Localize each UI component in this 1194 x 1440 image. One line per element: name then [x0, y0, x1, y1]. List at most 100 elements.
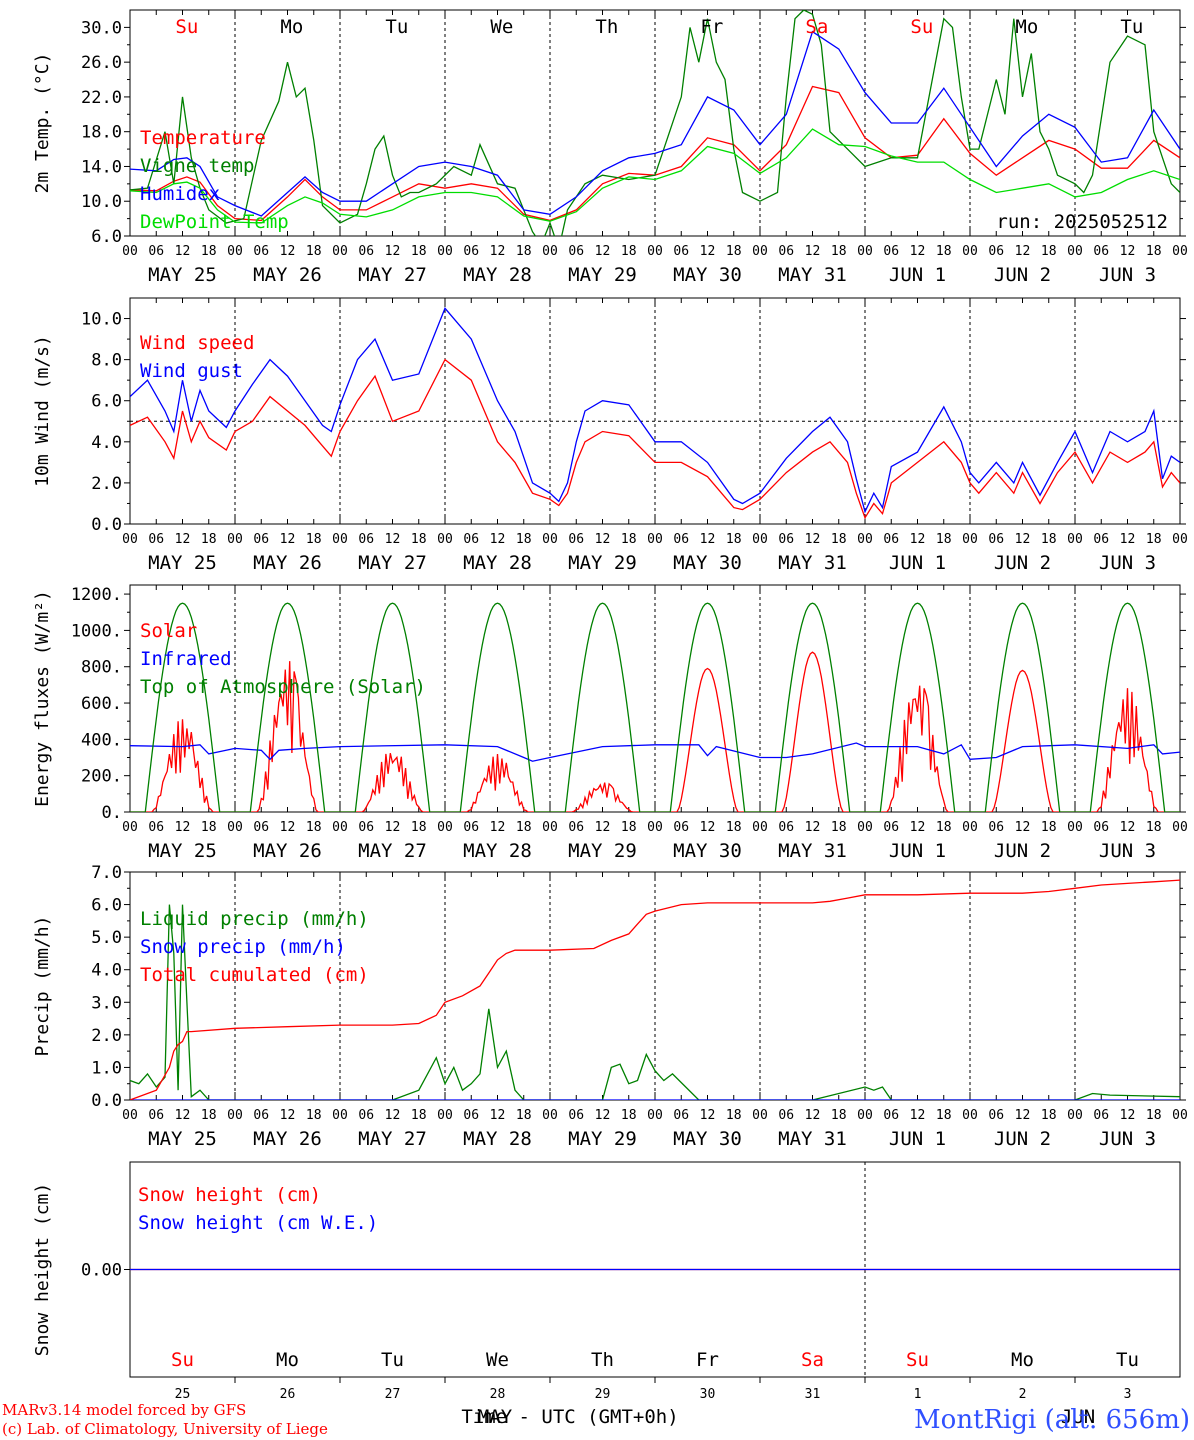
series-line-dewpoint-temp: [130, 128, 1180, 224]
legend-wind-gust: Wind gust: [140, 360, 243, 382]
date-label: MAY 28: [463, 840, 532, 862]
hour-label: 18: [936, 820, 952, 835]
hour-label: 00: [227, 820, 243, 835]
date-label: MAY 28: [463, 264, 532, 286]
hour-label: 18: [936, 244, 952, 259]
series-group: [130, 10, 1180, 236]
panel-2: 0.0 2.0 4.0 6.0 8.0 10.0 10m Wind (m/s) 00 06 12 1…: [32, 297, 1188, 574]
hour-label: 18: [411, 532, 427, 547]
date-label: MAY 30: [673, 552, 742, 574]
weekday-label-bottom: Sa: [801, 1349, 824, 1371]
hour-label: 18: [1041, 1108, 1057, 1123]
weekday-row-top: Su Mo Tu We Th Fr Sa Su Mo Tu: [175, 16, 1143, 38]
hour-label: 18: [306, 820, 322, 835]
weekday-label: Mo: [280, 16, 303, 38]
hour-label: 00: [1067, 532, 1083, 547]
day-number: 29: [595, 1387, 611, 1402]
y-tick-label: 400.: [81, 730, 122, 750]
day-number: 31: [805, 1387, 821, 1402]
hour-label: 00: [1067, 244, 1083, 259]
hour-label: 06: [463, 532, 479, 547]
legend-liquid-precip-mm-h-: Liquid precip (mm/h): [140, 908, 369, 930]
weekday-label: We: [490, 16, 513, 38]
hour-label: 00: [227, 532, 243, 547]
hour-label: 00: [962, 1108, 978, 1123]
time-axis-label: Time - UTC (GMT+0h): [461, 1406, 678, 1428]
y-tick-label: 0.0: [91, 515, 122, 535]
date-label: MAY 28: [463, 552, 532, 574]
date-label: MAY 27: [358, 840, 427, 862]
day-number: 28: [490, 1387, 506, 1402]
hour-label: 06: [883, 244, 899, 259]
weekday-label-bottom: Mo: [1011, 1349, 1034, 1371]
date-label: JUN 3: [1099, 552, 1156, 574]
weekday-label: Su: [175, 16, 198, 38]
hour-label: 06: [148, 532, 164, 547]
panel-4: 0.0 1.0 2.0 3.0 4.0 5.0 6.0 7.0 Precip (mm/h) 00 0…: [32, 863, 1188, 1150]
hour-label: 12: [490, 244, 506, 259]
y-tick-label: 5.0: [91, 928, 122, 948]
day-number: 26: [280, 1387, 296, 1402]
hour-label: 18: [201, 244, 217, 259]
hour-label: 18: [621, 1108, 637, 1123]
weekday-label-bottom: Th: [591, 1349, 614, 1371]
hour-label: 06: [988, 532, 1004, 547]
series-line-liquid-precip-mm-h-: [130, 904, 1180, 1100]
date-label: MAY 27: [358, 1128, 427, 1150]
day-number: 30: [700, 1387, 716, 1402]
weekday-label: Tu: [385, 16, 408, 38]
hour-label: 18: [621, 820, 637, 835]
y-tick-label: 1.0: [91, 1058, 122, 1078]
y-tick-label: 2.0: [91, 1026, 122, 1046]
hour-label: 06: [778, 1108, 794, 1123]
hour-label: 06: [1093, 532, 1109, 547]
hour-label: 12: [805, 1108, 821, 1123]
y-tick-label: 6.0: [91, 392, 122, 412]
weekday-label-bottom: Tu: [1116, 1349, 1139, 1371]
y-tick-label: 600.: [81, 694, 122, 714]
series-group: [130, 602, 1180, 812]
date-label: MAY 30: [673, 264, 742, 286]
date-label: MAY 31: [778, 552, 847, 574]
hour-label: 12: [175, 1108, 191, 1123]
hour-label: 18: [516, 532, 532, 547]
hour-label: 12: [280, 532, 296, 547]
hour-label: 12: [1120, 532, 1136, 547]
date-label: MAY 29: [568, 552, 637, 574]
hour-label: 18: [726, 820, 742, 835]
hour-label: 12: [595, 244, 611, 259]
hour-label: 00: [227, 1108, 243, 1123]
y-tick-label: 3.0: [91, 993, 122, 1013]
hour-label: 00: [542, 1108, 558, 1123]
hour-label: 18: [306, 532, 322, 547]
legend-humidex: Humidex: [140, 183, 220, 205]
hour-label: 18: [201, 1108, 217, 1123]
hour-label: 06: [1093, 1108, 1109, 1123]
y-tick-label: 1000.: [71, 621, 122, 641]
y-axis-label: 2m Temp. (°C): [32, 53, 53, 194]
hour-label: 18: [936, 1108, 952, 1123]
date-label: MAY 31: [778, 1128, 847, 1150]
hour-label: 00: [1172, 1108, 1188, 1123]
hour-label: 00: [647, 532, 663, 547]
series-line-humidex: [130, 30, 1180, 217]
hour-label: 06: [568, 1108, 584, 1123]
date-label: JUN 2: [994, 840, 1051, 862]
hour-label: 12: [175, 244, 191, 259]
date-label: MAY 29: [568, 264, 637, 286]
legend-snow-precip-mm-h-: Snow precip (mm/h): [140, 936, 346, 958]
hour-label: 12: [175, 532, 191, 547]
hour-label: 12: [1015, 820, 1031, 835]
hour-label: 18: [831, 532, 847, 547]
hour-label: 06: [358, 820, 374, 835]
series-group: [130, 307, 1180, 520]
hour-label: 00: [1172, 820, 1188, 835]
hour-label: 12: [805, 820, 821, 835]
hour-label: 12: [280, 244, 296, 259]
hour-label: 12: [1015, 532, 1031, 547]
date-label: MAY 30: [673, 1128, 742, 1150]
hour-label: 06: [778, 244, 794, 259]
series-line-total-cumulated-cm-: [130, 879, 1180, 1100]
date-label: MAY 27: [358, 264, 427, 286]
panel-3: 0. 200. 400. 600. 800. 1000. 1200. Energy fluxe…: [32, 584, 1188, 862]
